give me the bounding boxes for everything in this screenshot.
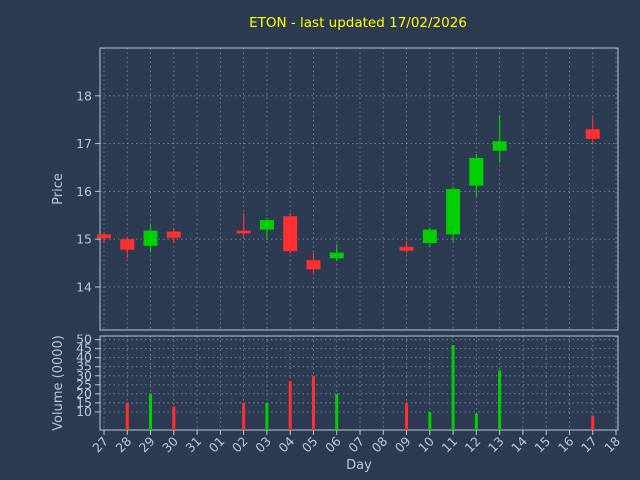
- x-tick-label: 06: [322, 433, 344, 455]
- candle-body-02: [236, 230, 251, 234]
- x-tick-label: 28: [113, 433, 135, 455]
- price-tick-label: 15: [76, 232, 92, 247]
- candle-body-09: [399, 246, 414, 251]
- x-tick-label: 27: [89, 434, 111, 456]
- volume-tick-label: 35: [76, 359, 92, 374]
- volume-bar-10: [428, 411, 432, 430]
- volume-tick-label: 45: [76, 341, 92, 356]
- volume-bar-11: [451, 345, 455, 430]
- price-tick-label: 14: [76, 279, 92, 294]
- candle-body-17: [585, 129, 600, 139]
- volume-bar-06: [335, 393, 339, 430]
- candle-body-29: [143, 230, 158, 246]
- volume-tick-label: 50: [76, 332, 92, 347]
- volume-bar-28: [125, 402, 129, 430]
- x-tick-label: 14: [508, 433, 530, 455]
- price-tick-label: 17: [76, 136, 92, 151]
- candle-body-12: [469, 157, 484, 186]
- volume-bar-02: [242, 402, 246, 430]
- volume-tick-label: 25: [76, 377, 92, 392]
- x-tick-label: 17: [578, 434, 600, 456]
- chart-title: ETON - last updated 17/02/2026: [249, 15, 467, 31]
- volume-bar-03: [265, 402, 269, 430]
- x-tick-label: 11: [438, 434, 460, 456]
- candle-body-06: [329, 252, 344, 259]
- volume-bar-09: [405, 402, 409, 430]
- x-tick-label: 02: [229, 434, 251, 456]
- price-panel-border: [99, 47, 619, 331]
- volume-bar-17: [591, 415, 595, 430]
- candle-body-05: [306, 260, 321, 270]
- candle-body-30: [166, 231, 181, 238]
- volume-bar-29: [149, 393, 153, 430]
- x-tick-label: 10: [415, 433, 437, 455]
- x-tick-label: 08: [369, 433, 391, 455]
- candle-body-13: [492, 141, 507, 151]
- volume-bar-04: [288, 381, 292, 430]
- x-axis-label: Day: [346, 458, 372, 473]
- volume-bar-12: [474, 413, 478, 430]
- price-axis-label: Price: [51, 173, 66, 205]
- price-tick-label: 18: [76, 88, 92, 103]
- candle-body-10: [422, 229, 437, 244]
- volume-tick-label: 40: [76, 350, 92, 365]
- volume-axis-label: Volume (0000): [51, 335, 66, 431]
- x-tick-label: 29: [136, 433, 158, 455]
- x-tick-label: 31: [182, 434, 204, 456]
- volume-tick-label: 20: [76, 386, 92, 401]
- price-tick-label: 16: [76, 184, 92, 199]
- volume-tick-label: 30: [76, 368, 92, 383]
- x-tick-label: 30: [159, 433, 181, 455]
- candle-body-27: [97, 234, 111, 239]
- volume-tick-label: 10: [76, 404, 92, 419]
- x-tick-label: 01: [206, 434, 228, 456]
- volume-bar-13: [498, 370, 502, 430]
- x-tick-label: 03: [252, 434, 274, 456]
- candle-body-28: [120, 239, 135, 250]
- volume-bar-30: [172, 406, 176, 430]
- x-tick-label: 05: [299, 434, 321, 456]
- candle-body-04: [283, 216, 298, 252]
- volume-tick-label: 15: [76, 395, 92, 410]
- candle-body-03: [259, 220, 274, 230]
- x-tick-label: 15: [531, 434, 553, 456]
- x-tick-label: 04: [275, 433, 297, 455]
- x-tick-label: 18: [601, 433, 623, 455]
- x-tick-label: 09: [392, 433, 414, 455]
- x-tick-label: 16: [555, 433, 577, 455]
- x-tick-label: 12: [462, 434, 484, 456]
- x-tick-label: 07: [345, 434, 367, 456]
- volume-panel-border: [99, 335, 619, 431]
- x-tick-label: 13: [485, 434, 507, 456]
- volume-bar-05: [311, 375, 315, 430]
- candle-body-11: [446, 189, 461, 235]
